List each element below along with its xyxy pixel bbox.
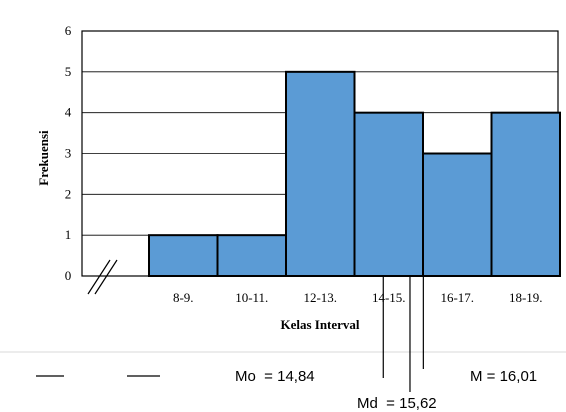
bar-series xyxy=(148,70,561,278)
x-tick-label: 14-15. xyxy=(372,290,406,305)
x-tick-label: 8-9. xyxy=(173,290,194,305)
y-tick-label: 1 xyxy=(65,227,72,242)
axis-break-icon xyxy=(87,259,118,295)
bar xyxy=(490,111,561,277)
median-label: Md = 15,62 xyxy=(357,395,437,412)
x-tick-label: 10-11. xyxy=(235,290,268,305)
bar xyxy=(422,152,493,277)
bar xyxy=(216,234,287,278)
bar xyxy=(148,234,219,278)
x-tick-label: 18-19. xyxy=(509,290,543,305)
y-tick-labels: 0 1 2 3 4 5 6 xyxy=(65,23,72,283)
y-tick-label: 4 xyxy=(65,105,72,120)
y-tick-label: 6 xyxy=(65,23,72,38)
x-axis-label: Kelas Interval xyxy=(280,317,359,332)
mode-label: Mo = 14,84 xyxy=(235,368,315,385)
mean-label: M = 16,01 xyxy=(470,368,537,385)
y-tick-label: 3 xyxy=(65,146,72,161)
bar xyxy=(285,70,356,278)
y-tick-label: 5 xyxy=(65,64,72,79)
x-tick-labels: 8-9. 10-11. 12-13. 14-15. 16-17. 18-19. xyxy=(173,290,543,305)
x-tick-label: 12-13. xyxy=(303,290,337,305)
y-axis-label: Frekuensi xyxy=(36,130,51,186)
statistic-markers xyxy=(382,276,424,392)
bar xyxy=(353,111,424,277)
y-tick-label: 0 xyxy=(65,268,72,283)
x-tick-label: 16-17. xyxy=(440,290,474,305)
y-tick-label: 2 xyxy=(65,186,72,201)
